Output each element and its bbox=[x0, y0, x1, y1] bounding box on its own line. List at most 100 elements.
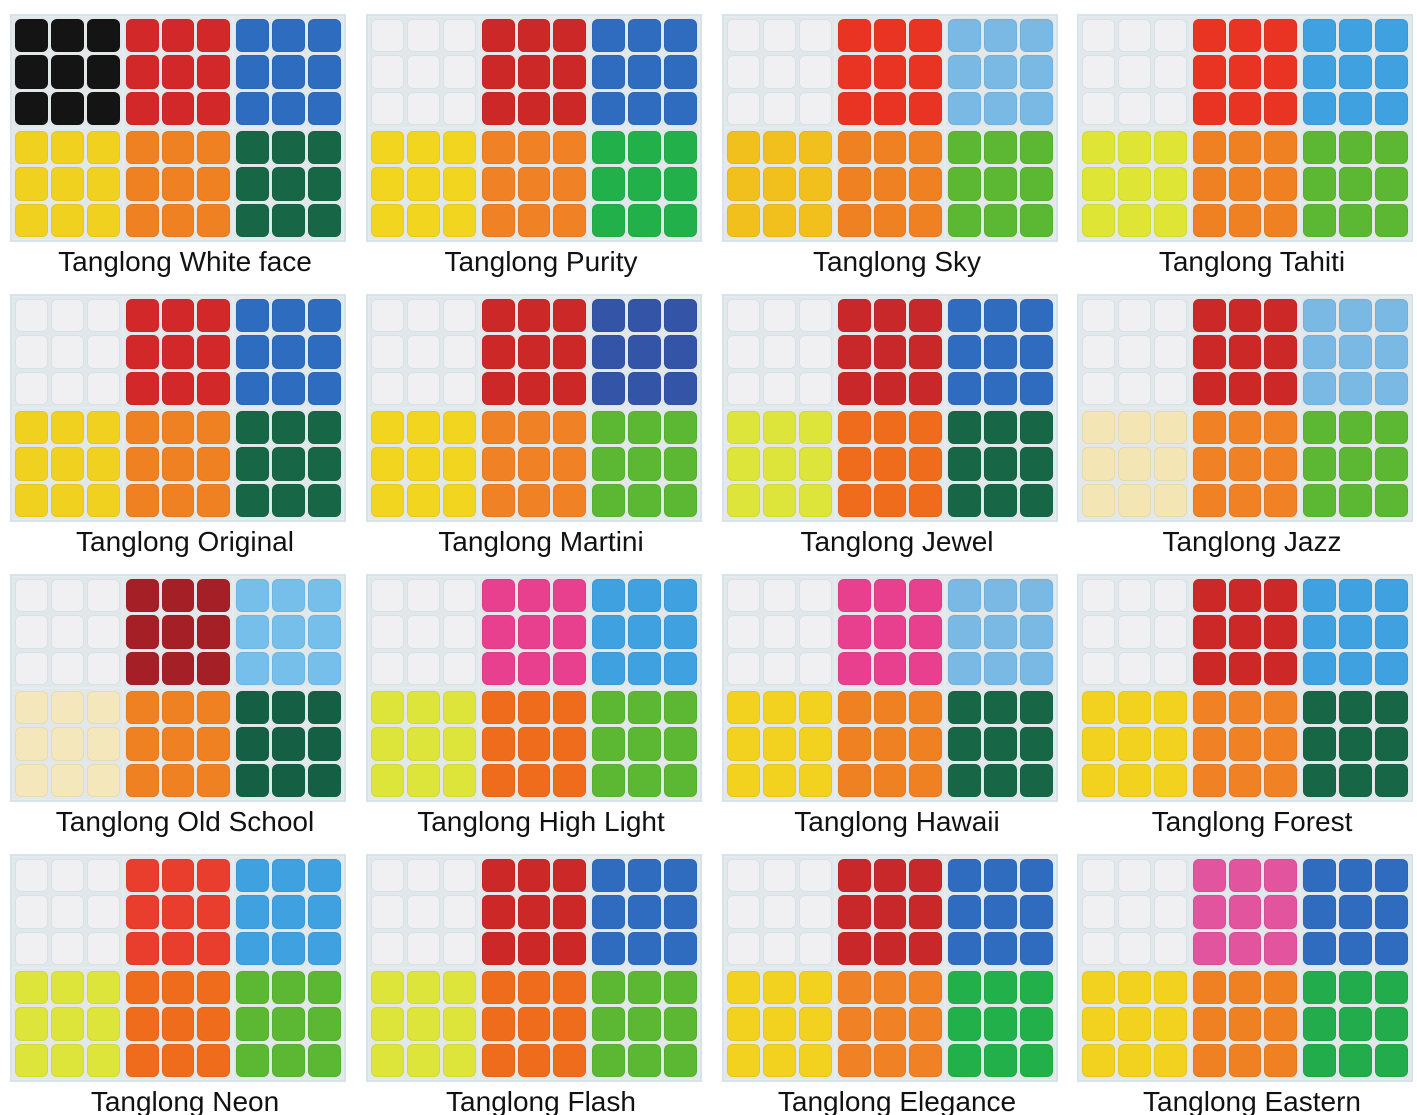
sticker bbox=[762, 691, 796, 725]
sticker bbox=[161, 895, 195, 929]
set-caption: Tanglong Neon bbox=[90, 1086, 280, 1115]
sticker bbox=[406, 691, 440, 725]
sticker bbox=[553, 1007, 587, 1041]
sticker bbox=[236, 1043, 270, 1077]
sticker-sheet bbox=[1077, 574, 1413, 802]
sticker bbox=[553, 1043, 587, 1077]
sticker bbox=[50, 411, 84, 445]
sticker bbox=[909, 1043, 943, 1077]
sticker bbox=[481, 131, 515, 165]
sticker bbox=[371, 1043, 404, 1077]
sticker bbox=[798, 371, 832, 405]
sticker bbox=[1303, 931, 1337, 965]
face-f bbox=[1190, 857, 1300, 967]
sticker bbox=[1375, 483, 1408, 517]
sticker bbox=[371, 931, 404, 965]
sticker bbox=[628, 167, 662, 201]
sticker bbox=[837, 971, 871, 1005]
sticker bbox=[1264, 299, 1298, 333]
sticker bbox=[1228, 91, 1262, 125]
sticker bbox=[236, 895, 270, 929]
sticker-sheet bbox=[366, 294, 702, 522]
sticker bbox=[909, 131, 943, 165]
sticker bbox=[406, 19, 440, 53]
sticker bbox=[798, 971, 832, 1005]
sticker bbox=[517, 1043, 551, 1077]
face-r bbox=[1301, 857, 1410, 967]
sticker bbox=[1303, 763, 1337, 797]
sticker bbox=[984, 91, 1018, 125]
sticker bbox=[481, 167, 515, 201]
sticker bbox=[125, 335, 159, 369]
sticker bbox=[1153, 55, 1187, 89]
face-l bbox=[123, 409, 233, 519]
sticker bbox=[553, 859, 587, 893]
sticker bbox=[628, 579, 662, 613]
sticker bbox=[798, 615, 832, 649]
sticker bbox=[837, 371, 871, 405]
sticker bbox=[664, 763, 697, 797]
sticker bbox=[272, 651, 306, 685]
sticker bbox=[1192, 763, 1226, 797]
sticker bbox=[1375, 299, 1408, 333]
sticker bbox=[628, 1007, 662, 1041]
sticker-sheet bbox=[10, 294, 346, 522]
sticker bbox=[1192, 167, 1226, 201]
sticker bbox=[15, 411, 48, 445]
sticker bbox=[1228, 411, 1262, 445]
sticker bbox=[272, 131, 306, 165]
sticker bbox=[948, 651, 982, 685]
sticker bbox=[236, 203, 270, 237]
sticker bbox=[762, 1007, 796, 1041]
sticker bbox=[15, 203, 48, 237]
sticker bbox=[727, 971, 760, 1005]
sticker bbox=[1153, 411, 1187, 445]
sticker bbox=[1192, 203, 1226, 237]
face-b bbox=[1301, 409, 1410, 519]
face-u bbox=[13, 297, 122, 407]
sticker bbox=[481, 299, 515, 333]
sticker bbox=[442, 615, 476, 649]
sticker bbox=[197, 335, 231, 369]
sticker bbox=[1264, 447, 1298, 481]
face-b bbox=[234, 129, 343, 239]
sticker bbox=[125, 859, 159, 893]
sticker bbox=[909, 895, 943, 929]
face-l bbox=[1190, 129, 1300, 239]
sticker bbox=[553, 299, 587, 333]
sticker bbox=[1153, 971, 1187, 1005]
sticker bbox=[50, 55, 84, 89]
sticker bbox=[86, 371, 120, 405]
sticker bbox=[371, 483, 404, 517]
sticker bbox=[553, 411, 587, 445]
face-d bbox=[1080, 129, 1189, 239]
sticker bbox=[197, 91, 231, 125]
face-d bbox=[13, 689, 122, 799]
sticker bbox=[1375, 335, 1408, 369]
face-l bbox=[479, 129, 589, 239]
sticker bbox=[948, 483, 982, 517]
sticker bbox=[236, 19, 270, 53]
sticker bbox=[909, 651, 943, 685]
sticker bbox=[1339, 579, 1373, 613]
sticker bbox=[798, 299, 832, 333]
sticker bbox=[1339, 335, 1373, 369]
sticker bbox=[236, 447, 270, 481]
sticker bbox=[1375, 895, 1408, 929]
sticker bbox=[798, 203, 832, 237]
sticker bbox=[1153, 895, 1187, 929]
sticker bbox=[125, 483, 159, 517]
sticker bbox=[406, 931, 440, 965]
sticker bbox=[762, 931, 796, 965]
sticker bbox=[50, 1007, 84, 1041]
sticker bbox=[50, 483, 84, 517]
sticker bbox=[948, 371, 982, 405]
sticker bbox=[1375, 971, 1408, 1005]
sticker bbox=[406, 447, 440, 481]
sticker bbox=[1117, 579, 1151, 613]
sticker bbox=[762, 91, 796, 125]
sticker bbox=[1303, 91, 1337, 125]
face-d bbox=[1080, 969, 1189, 1079]
sticker bbox=[1117, 483, 1151, 517]
sticker bbox=[1192, 615, 1226, 649]
